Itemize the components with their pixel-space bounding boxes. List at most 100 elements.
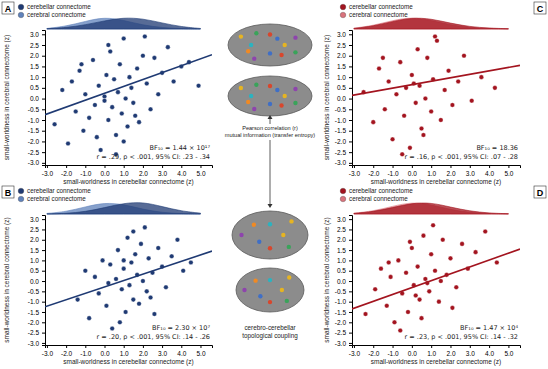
y-tick: -1.5	[28, 127, 45, 134]
scatter-point	[429, 252, 434, 257]
scatter-point	[127, 75, 132, 80]
x-axis: -3.0-2.0-1.00.01.02.03.04.05.0	[42, 345, 213, 357]
y-tick-label: -2.5	[335, 329, 347, 336]
y-tick: 1.5	[30, 247, 45, 254]
x-tick-label: 4.0	[485, 350, 494, 357]
brain-node	[283, 43, 287, 47]
x-tick-label: 5.0	[196, 350, 205, 357]
scatter-point	[425, 56, 430, 61]
y-tick: -1.5	[28, 309, 45, 316]
legend: cerebellar connectomecerebral connectome	[340, 187, 413, 202]
scatter-point	[60, 88, 65, 93]
x-tick-label: 0.0	[100, 350, 109, 357]
scatter-point	[121, 36, 126, 41]
scatter-point	[483, 229, 488, 234]
scatter-point	[121, 139, 126, 144]
x-tick-mark	[508, 345, 509, 348]
brain-node	[268, 246, 272, 250]
y-tick: -2.0	[28, 319, 45, 326]
x-tick-label: -1.0	[387, 170, 399, 177]
scatter-point	[408, 240, 413, 245]
scatter-point	[384, 303, 389, 308]
y-tick-label: 3.0	[337, 31, 346, 38]
scatter-point	[75, 297, 80, 302]
scatter-point	[108, 262, 113, 267]
y-tick-label: -1.0	[28, 117, 40, 124]
y-tick-mark	[349, 141, 352, 142]
scatter-point	[129, 86, 134, 91]
y-tick: 2.5	[30, 42, 45, 49]
x-tick: -3.0	[42, 345, 54, 357]
panel-letter: D	[534, 186, 546, 198]
scatter-point	[419, 126, 424, 131]
y-tick-label: -1.5	[335, 127, 347, 134]
scatter-point	[83, 92, 88, 97]
legend-marker	[340, 196, 346, 202]
y-tick: 0.0	[337, 278, 352, 285]
scatter-point	[87, 116, 92, 121]
scatter-point	[390, 137, 395, 142]
scatter-point	[427, 289, 432, 294]
panel-letter-box	[2, 186, 14, 198]
x-tick-label: 0.0	[100, 170, 109, 177]
y-tick-mark	[42, 343, 45, 344]
marginal-densities	[47, 18, 201, 29]
y-tick: 1.0	[337, 257, 352, 264]
scatter-point	[431, 223, 436, 228]
x-tick: 4.0	[485, 165, 494, 177]
scatter-point	[460, 242, 465, 247]
y-tick: 2.0	[337, 52, 352, 59]
x-tick-label: -3.0	[349, 350, 361, 357]
x-tick-mark	[393, 345, 394, 348]
scatter-point	[102, 98, 107, 103]
scatter-point	[148, 107, 153, 112]
scatter-point	[133, 113, 138, 118]
y-tick-label: -2.0	[28, 319, 40, 326]
x-tick: 5.0	[504, 165, 513, 177]
x-tick: -1.0	[387, 345, 399, 357]
y-tick-mark	[42, 312, 45, 313]
scatter-point	[386, 79, 391, 84]
legend-label: cerebral connectome	[349, 195, 408, 202]
arrow-head	[268, 204, 273, 208]
density-area	[47, 203, 201, 214]
arrow-down	[270, 140, 271, 205]
x-tick: 3.0	[158, 165, 167, 177]
panel: -3.0-2.0-1.00.01.02.03.04.05.0-3.0-2.5-2…	[323, 186, 546, 366]
y-tick: -2.0	[335, 138, 352, 145]
x-tick-label: 2.0	[446, 170, 455, 177]
scatter-point	[104, 303, 109, 308]
x-axis-line	[353, 166, 521, 169]
y-tick-label: 0.5	[30, 84, 39, 91]
scatter-point	[144, 289, 149, 294]
y-tick-label: 0.5	[30, 267, 39, 274]
x-tick-label: 5.0	[504, 170, 513, 177]
y-tick-label: 1.0	[337, 257, 346, 264]
y-tick: 1.5	[30, 63, 45, 70]
x-tick: -3.0	[42, 165, 54, 177]
y-tick: 2.0	[337, 236, 352, 243]
x-tick-mark	[508, 165, 509, 168]
x-tick-mark	[143, 165, 144, 168]
center-label: topological coupling	[242, 332, 298, 340]
y-tick-label: -3.0	[335, 159, 347, 166]
scatter-point	[131, 101, 136, 106]
scatter-point	[95, 135, 100, 140]
panel-letter-box	[534, 2, 546, 14]
x-tick: 3.0	[158, 345, 167, 357]
marginal-densities	[354, 18, 508, 29]
y-tick-mark	[349, 333, 352, 334]
x-tick: 0.0	[408, 165, 417, 177]
cerebellum-anterior	[236, 268, 304, 312]
scatter-point	[141, 279, 146, 284]
scatter-point	[181, 268, 186, 273]
plot-area	[352, 223, 520, 333]
scatter-point	[123, 96, 128, 101]
scatter-point	[413, 101, 418, 106]
scatter-point	[377, 66, 382, 71]
y-tick-label: -1.0	[28, 298, 40, 305]
y-tick-mark	[42, 109, 45, 110]
legend: cerebellar connectomecerebral connectome	[18, 187, 91, 202]
y-tick-label: -3.0	[335, 340, 347, 347]
scatter-point	[450, 306, 455, 311]
